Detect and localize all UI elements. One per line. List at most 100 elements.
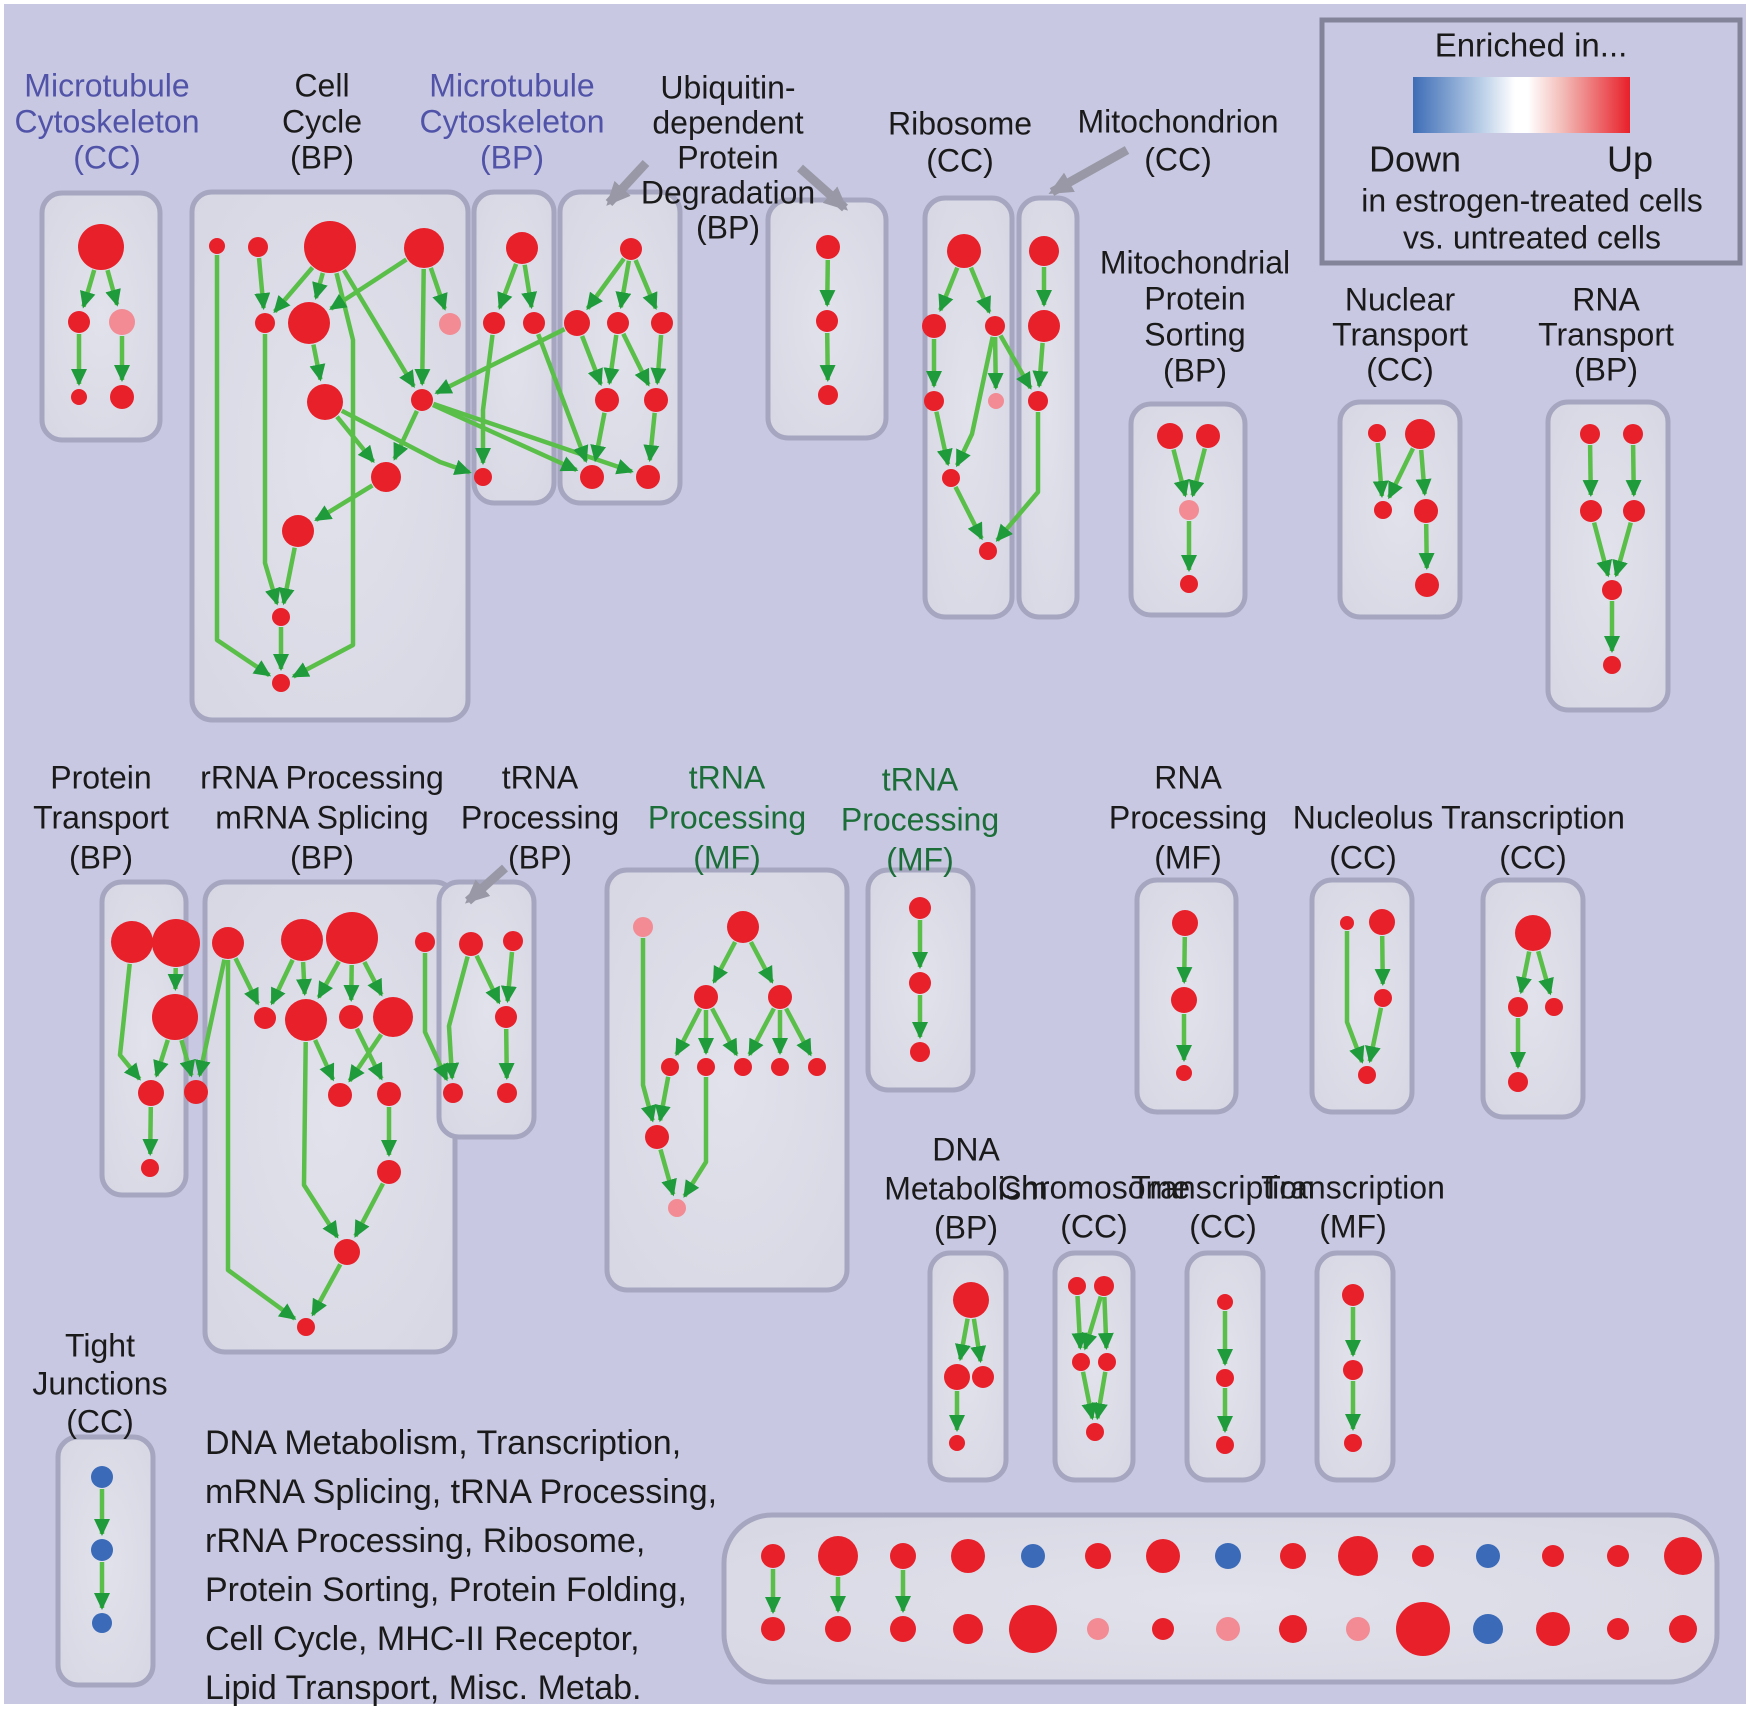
go-term-node [1216,1369,1234,1387]
go-term-edge [278,547,297,606]
label-pointer-arrow [605,159,650,207]
transcription-cc-mid-box [1480,877,1586,1120]
cluster-label-line: Junctions [32,1365,167,1401]
go-term-edge [968,266,992,314]
go-term-edge [1516,951,1532,995]
go-term-node [297,1318,315,1336]
go-term-node [1623,500,1645,522]
go-term-node [474,468,492,486]
go-term-node [1029,236,1059,266]
go-term-node [1021,1544,1045,1568]
cluster-label-line: Microtubule [24,67,189,103]
go-term-node [890,1616,916,1642]
go-term-edge [269,958,295,1006]
cluster-label-line: (BP) [480,139,544,175]
go-term-node [91,1466,113,1488]
go-term-edge [414,268,431,386]
go-term-node [564,310,590,336]
go-term-node [1405,419,1435,449]
go-term-node [1412,1545,1434,1567]
go-term-node [272,674,290,692]
go-term-node [111,921,153,963]
cluster-label-line: (MF) [1154,839,1222,875]
go-term-node [985,316,1005,336]
go-term-node [909,972,931,994]
cluster-label-line: rRNA Processing [200,759,444,795]
cluster-label-line: (MF) [886,841,954,877]
go-term-edge [998,334,1033,390]
go-term-edge [640,938,657,1123]
go-term-node [377,1160,401,1184]
go-term-node [1580,500,1602,522]
shared-terms-misc-box [721,1512,1720,1685]
go-term-edge [710,1007,739,1057]
go-term-edge [1032,342,1049,388]
go-term-node [254,1007,276,1029]
go-term-node [1068,1277,1086,1295]
go-term-edge [474,954,502,1005]
go-term-node [890,1543,916,1569]
go-term-node [523,312,545,334]
misc-list-line: rRNA Processing, Ribosome, [205,1522,645,1560]
cluster-label-line: Ribosome [888,105,1032,141]
cluster-label-line: (CC) [1189,1208,1257,1244]
go-term-node [411,389,433,411]
go-term-node [91,1539,113,1561]
go-term-node [1536,1612,1570,1646]
go-term-node [443,1083,463,1103]
go-term-edge [310,1263,343,1317]
go-term-edge [392,409,419,461]
go-term-node [761,1544,785,1568]
go-term-edge [312,272,328,300]
legend-down-label: Down [1369,139,1461,180]
go-term-node [1217,1294,1233,1310]
legend-subtitle-line1: in estrogen-treated cells [1361,182,1703,218]
cluster-label-line: (CC) [1329,839,1397,875]
go-term-node [304,221,356,273]
go-term-node [816,310,838,332]
go-term-edge [341,268,416,389]
go-term-node [818,385,838,405]
go-term-edge [225,960,297,1321]
go-term-edge [784,1007,813,1057]
go-term-edge [194,959,227,1078]
label-pointer-arrow [1048,146,1130,196]
go-term-node [651,312,673,334]
cluster-label-line: Processing [1109,799,1267,835]
cluster-label-line: Metabolism [884,1170,1048,1206]
go-term-node [1215,1543,1241,1569]
go-term-node [282,515,314,547]
go-term-edge [603,334,620,386]
cluster-label-line: Cell [294,67,349,103]
transcription-cc-bottom-box [1184,1250,1266,1483]
go-term-node [1216,1436,1234,1454]
cluster-label-line: Transport [33,799,169,835]
cluster-label-line: (BP) [934,1209,998,1245]
go-term-node [1508,1072,1528,1092]
go-term-node [334,1239,360,1265]
go-term-edge [954,336,995,468]
go-term-node [1094,1276,1114,1296]
go-term-node [483,312,505,334]
go-term-node [825,1616,851,1642]
cluster-label-line: (CC) [1366,351,1434,387]
cluster-label-line: mRNA Splicing [215,799,428,835]
go-term-edge [254,257,271,311]
go-term-node [922,314,946,338]
go-term-edge [521,264,538,310]
tight-junctions-cc-box [55,1434,156,1688]
cluster-label-line: (BP) [1574,351,1638,387]
go-term-node [272,608,290,626]
go-term-node [141,1159,159,1177]
go-term-node [580,465,604,489]
go-term-node [1415,573,1439,597]
go-term-node [1664,1537,1702,1575]
go-term-node [1146,1539,1180,1573]
cluster-label-line: Chromosome [998,1169,1190,1205]
go-term-edge [711,940,738,984]
cluster-label-line: Transport [1332,316,1468,352]
go-term-node [328,1083,352,1107]
go-term-edge [329,257,408,311]
go-term-edge [580,335,603,387]
cluster-label-line: (CC) [1499,839,1567,875]
